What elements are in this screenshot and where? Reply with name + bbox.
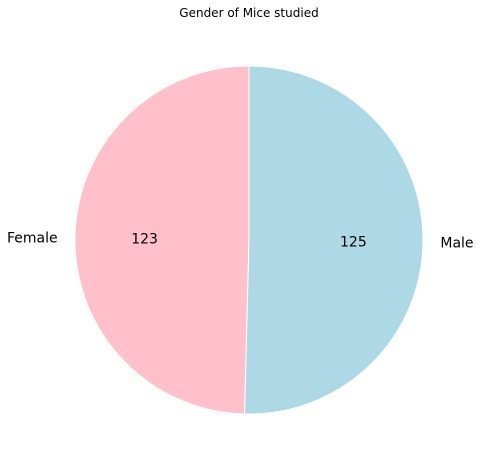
pie-slice-male (244, 65, 424, 415)
pie-slice-female (74, 65, 250, 415)
value-label-female: 123 (131, 232, 158, 248)
chart-title: Gender of Mice studied (179, 6, 318, 20)
slice-label-male: Male (440, 235, 473, 251)
slice-label-female: Female (7, 231, 58, 247)
value-label-male: 125 (340, 234, 367, 250)
pie-labels: 123 Female 125 Male (7, 231, 474, 252)
pie-slices (74, 65, 424, 415)
